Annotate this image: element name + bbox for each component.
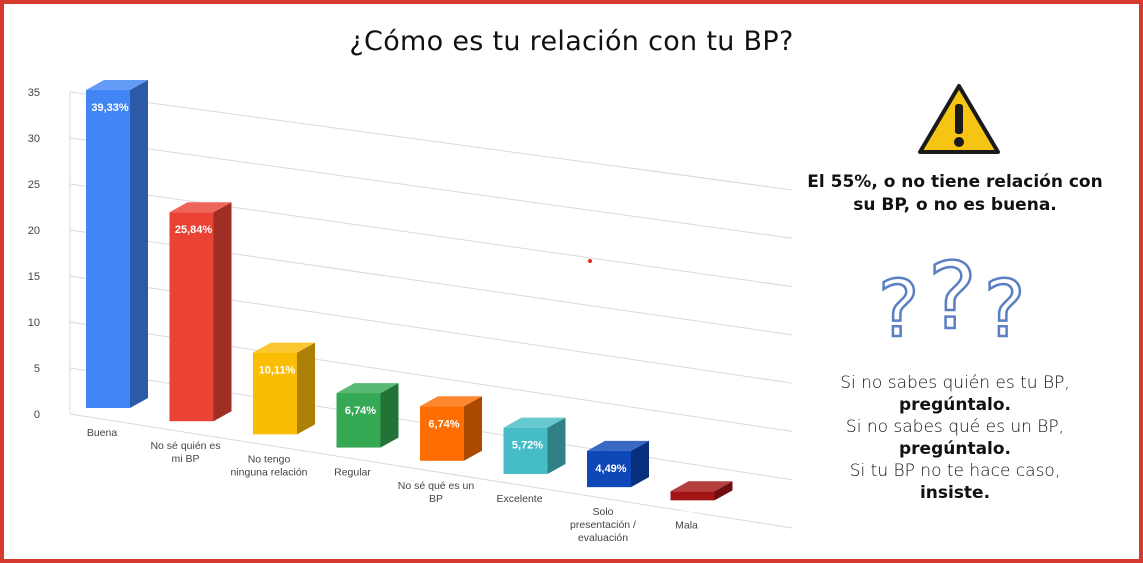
question-mark-3: ?: [984, 265, 1025, 355]
red-dot: [588, 259, 592, 263]
data-label: 1,12%: [679, 503, 710, 515]
bar-side: [380, 383, 399, 448]
question-marks-icon: ? ? ?: [877, 256, 1027, 356]
y-tick-label: 10: [28, 317, 40, 329]
tip-3-text: Si tu BP no te hace caso,: [849, 461, 1061, 481]
category-label: Buena: [87, 427, 118, 439]
tip-2-action: pregúntalo.: [898, 439, 1012, 459]
bar-front: [420, 406, 464, 461]
bar: 39,33%: [86, 80, 148, 408]
bar-front: [670, 491, 715, 501]
category-label: No tengo ninguna relación: [230, 453, 307, 478]
tip-3-action: insiste.: [919, 483, 991, 503]
tip-3: Si tu BP no te hace caso, insiste.: [800, 460, 1110, 504]
gridline: [69, 137, 793, 239]
question-mark-2: ?: [928, 256, 977, 350]
bar-top: [587, 440, 649, 451]
question-mark-1: ?: [878, 265, 919, 355]
bar-top: [169, 202, 232, 213]
gridline: [69, 413, 793, 529]
tip-1-action: pregúntalo.: [898, 395, 1012, 415]
y-tick-label: 25: [28, 179, 40, 191]
bar-side: [714, 481, 733, 501]
data-label: 39,33%: [91, 102, 129, 114]
bar-top: [420, 396, 482, 407]
category-label: Mala: [675, 519, 698, 531]
bar-front: [253, 352, 297, 435]
bar-side: [213, 202, 232, 422]
y-tick-label: 0: [34, 409, 40, 421]
category-label: No sé quién es mi BP: [150, 440, 220, 465]
warning-text: El 55%, o no tiene relación con su BP, o…: [807, 172, 1103, 215]
bar-top: [336, 383, 399, 394]
bar-front: [86, 90, 130, 408]
bar-top: [86, 80, 148, 90]
bar: 4,49%: [587, 440, 649, 488]
bar-front: [503, 427, 548, 474]
bar: 6,74%: [420, 396, 482, 461]
chart-bars: 39,33% 25,84% 10,11% 6,74% 6,74% 5,72% 4,49% 1,…: [86, 80, 733, 515]
category-label: Regular: [334, 467, 371, 479]
y-tick-label: 30: [28, 133, 40, 145]
data-label: 10,11%: [259, 365, 296, 377]
tips-text: Si no sabes quién es tu BP, pregúntalo. S…: [800, 372, 1110, 504]
slide-title: ¿Cómo es tu relación con tu BP?: [349, 26, 794, 57]
tip-2-text: Si no sabes qué es un BP,: [845, 417, 1065, 437]
bar-side: [464, 396, 482, 461]
tip-2: Si no sabes qué es un BP, pregúntalo.: [800, 416, 1110, 460]
tip-1: Si no sabes quién es tu BP, pregúntalo.: [800, 372, 1110, 416]
data-label: 6,74%: [428, 418, 459, 430]
data-label: 6,74%: [345, 405, 376, 417]
bar-side: [547, 417, 566, 474]
bar-front: [169, 212, 214, 422]
bar-side: [631, 440, 649, 488]
bar-chart: 0 5 10 15 20 25 30 35 39,33% 25,84% 10,11% 6,74% 6,…: [28, 80, 793, 544]
chart-y-axis: 0 5 10 15 20 25 30 35: [28, 87, 40, 421]
bar-front: [587, 450, 631, 488]
bar: 6,74%: [336, 383, 399, 448]
warning-triangle-icon: [918, 84, 1000, 154]
bar: 25,84%: [169, 202, 232, 422]
gridline: [69, 183, 793, 288]
category-label: No sé qué es un BP: [398, 480, 475, 505]
bar: 10,11%: [253, 342, 315, 435]
bar-top: [253, 342, 315, 353]
chart-x-axis: Buena No sé quién es mi BP No tengo ninguna …: [87, 427, 698, 544]
bar-top: [503, 417, 566, 428]
data-label: 5,72%: [512, 440, 543, 452]
category-label: Solo presentación / evaluación: [570, 506, 636, 544]
y-tick-label: 15: [28, 271, 40, 283]
data-label: 25,84%: [175, 224, 213, 236]
category-label: Excelente: [496, 493, 542, 505]
tip-1-text: Si no sabes quién es tu BP,: [840, 373, 1070, 393]
y-tick-label: 5: [34, 363, 40, 375]
bar: 1,12%: [670, 481, 733, 515]
data-label: 4,49%: [595, 463, 626, 475]
bar-side: [130, 80, 148, 408]
bar-side: [297, 342, 315, 435]
bar-front: [336, 393, 381, 448]
bar-top: [670, 481, 733, 492]
y-tick-label: 35: [28, 87, 40, 99]
y-tick-label: 20: [28, 225, 40, 237]
bar: 5,72%: [503, 417, 566, 474]
gridline: [69, 91, 793, 191]
